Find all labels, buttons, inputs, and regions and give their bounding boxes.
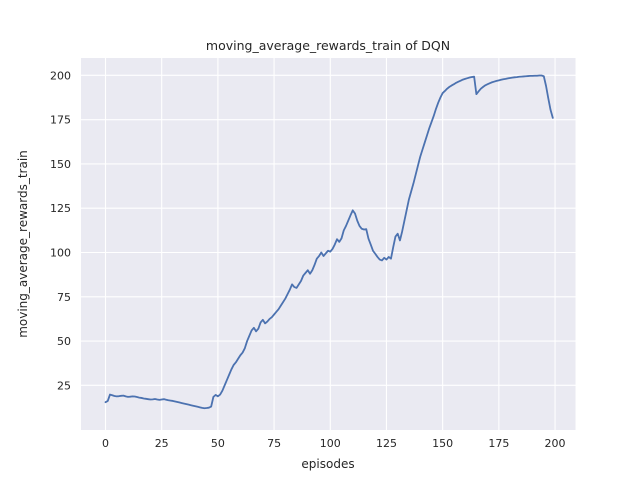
y-tick-labels: 25 50 75 100 125 150 175 200 bbox=[50, 69, 71, 392]
x-tick-labels: 0 25 50 75 100 125 150 175 200 bbox=[102, 437, 566, 450]
y-tick-label: 175 bbox=[50, 114, 71, 127]
x-tick-label: 125 bbox=[376, 437, 397, 450]
y-tick-label: 75 bbox=[57, 291, 71, 304]
x-tick-label: 0 bbox=[102, 437, 109, 450]
x-tick-label: 175 bbox=[488, 437, 509, 450]
plot-area bbox=[81, 58, 576, 430]
x-tick-label: 50 bbox=[211, 437, 225, 450]
y-tick-label: 125 bbox=[50, 202, 71, 215]
x-tick-label: 100 bbox=[320, 437, 341, 450]
y-axis-label: moving_average_rewards_train bbox=[16, 150, 30, 338]
gridlines bbox=[81, 58, 576, 430]
x-axis-label: episodes bbox=[301, 457, 354, 471]
reward-line bbox=[104, 74, 554, 410]
y-tick-label: 150 bbox=[50, 158, 71, 171]
x-tick-label: 200 bbox=[545, 437, 566, 450]
x-tick-label: 75 bbox=[267, 437, 281, 450]
x-tick-label: 25 bbox=[155, 437, 169, 450]
x-tick-label: 150 bbox=[432, 437, 453, 450]
y-tick-label: 100 bbox=[50, 247, 71, 260]
y-tick-label: 25 bbox=[57, 379, 71, 392]
chart-title: moving_average_rewards_train of DQN bbox=[206, 38, 450, 53]
y-tick-label: 50 bbox=[57, 335, 71, 348]
data-series bbox=[104, 74, 554, 410]
y-tick-label: 200 bbox=[50, 69, 71, 82]
